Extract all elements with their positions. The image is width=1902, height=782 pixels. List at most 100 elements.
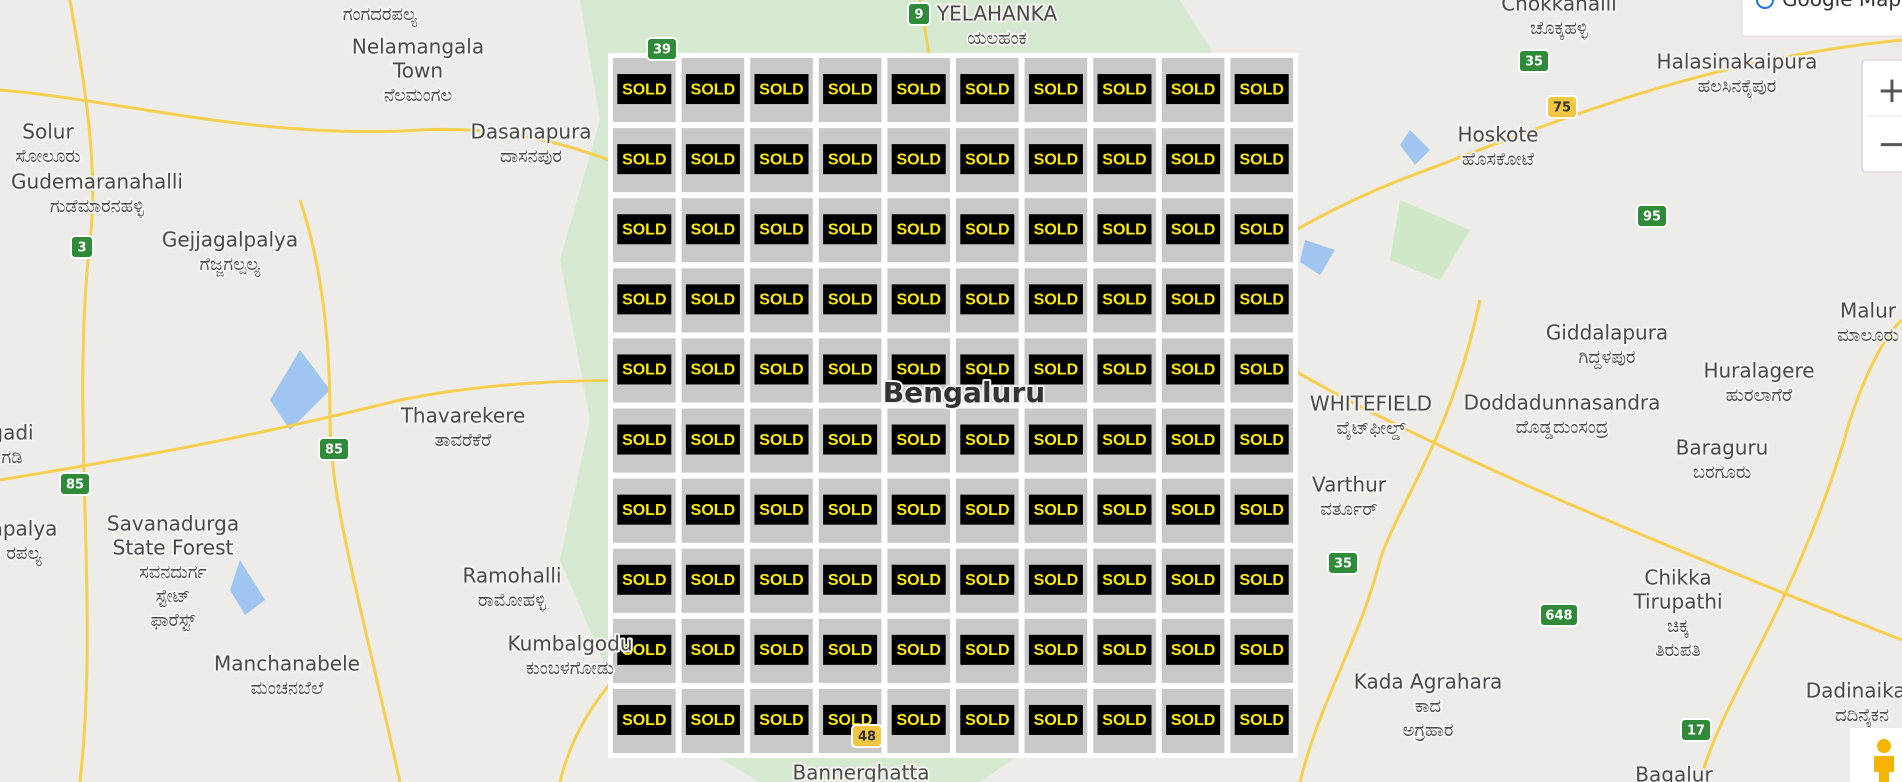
sold-badge[interactable] (685, 424, 740, 455)
sold-label[interactable]: SOLD (1171, 502, 1215, 519)
sold-label[interactable]: SOLD (828, 432, 872, 449)
sold-badge[interactable] (1097, 74, 1152, 105)
sold-label[interactable]: SOLD (1102, 292, 1146, 309)
sold-label[interactable]: SOLD (896, 221, 940, 238)
sold-label[interactable]: SOLD (1171, 151, 1215, 168)
sold-badge[interactable] (823, 494, 878, 525)
sold-badge[interactable] (891, 284, 946, 315)
sold-badge[interactable] (754, 634, 809, 665)
sold-badge[interactable] (1097, 144, 1152, 175)
sold-badge[interactable] (1166, 424, 1221, 455)
street-view-pegman[interactable] (1850, 728, 1902, 782)
sold-badge[interactable] (1097, 494, 1152, 525)
sold-label[interactable]: SOLD (1239, 502, 1283, 519)
sold-badge[interactable] (960, 144, 1015, 175)
sold-label[interactable]: SOLD (1239, 432, 1283, 449)
sold-label[interactable]: SOLD (1102, 151, 1146, 168)
sold-badge[interactable] (1028, 354, 1083, 385)
sold-badge[interactable] (617, 144, 672, 175)
sold-label[interactable]: SOLD (828, 362, 872, 379)
sold-label[interactable]: SOLD (691, 81, 735, 98)
sold-label[interactable]: SOLD (1102, 362, 1146, 379)
sold-label[interactable]: SOLD (1102, 502, 1146, 519)
map-type-control[interactable]: Google Maps (1741, 0, 1902, 37)
sold-label[interactable]: SOLD (1034, 572, 1078, 589)
sold-badge[interactable] (960, 494, 1015, 525)
sold-badge[interactable] (685, 214, 740, 245)
sold-label[interactable]: SOLD (1171, 642, 1215, 659)
sold-badge[interactable] (891, 214, 946, 245)
map-type-label[interactable]: Google Maps (1782, 0, 1902, 11)
sold-badge[interactable] (754, 74, 809, 105)
sold-label[interactable]: SOLD (896, 712, 940, 729)
sold-label[interactable]: SOLD (1034, 292, 1078, 309)
sold-label[interactable]: SOLD (828, 502, 872, 519)
sold-label[interactable]: SOLD (965, 642, 1009, 659)
sold-label[interactable]: SOLD (1034, 221, 1078, 238)
sold-badge[interactable] (617, 494, 672, 525)
sold-label[interactable]: SOLD (965, 432, 1009, 449)
sold-label[interactable]: SOLD (1239, 712, 1283, 729)
sold-badge[interactable] (823, 284, 878, 315)
sold-label[interactable]: SOLD (896, 81, 940, 98)
sold-label[interactable]: SOLD (1034, 432, 1078, 449)
sold-label[interactable]: SOLD (1102, 432, 1146, 449)
sold-badge[interactable] (1234, 354, 1289, 385)
sold-label[interactable]: SOLD (1171, 292, 1215, 309)
sold-badge[interactable] (960, 74, 1015, 105)
sold-badge[interactable] (754, 704, 809, 735)
sold-badge[interactable] (823, 354, 878, 385)
sold-label[interactable]: SOLD (1239, 642, 1283, 659)
sold-badge[interactable] (1097, 424, 1152, 455)
sold-badge[interactable] (1166, 284, 1221, 315)
sold-label[interactable]: SOLD (965, 151, 1009, 168)
sold-badge[interactable] (1166, 704, 1221, 735)
sold-badge[interactable] (1166, 564, 1221, 595)
sold-badge[interactable] (685, 74, 740, 105)
sold-label[interactable]: SOLD (965, 362, 1009, 379)
sold-label[interactable]: SOLD (965, 502, 1009, 519)
zoom-control[interactable]: + − (1861, 59, 1902, 173)
sold-badge[interactable] (754, 144, 809, 175)
sold-badge[interactable] (891, 424, 946, 455)
sold-badge[interactable] (1234, 74, 1289, 105)
sold-label[interactable]: SOLD (1239, 81, 1283, 98)
sold-badge[interactable] (1166, 634, 1221, 665)
sold-label[interactable]: SOLD (965, 81, 1009, 98)
sold-badge[interactable] (1028, 494, 1083, 525)
sold-label[interactable]: SOLD (622, 712, 666, 729)
sold-label[interactable]: SOLD (622, 572, 666, 589)
sold-badge[interactable] (891, 354, 946, 385)
sold-label[interactable]: SOLD (965, 572, 1009, 589)
sold-badge[interactable] (1234, 284, 1289, 315)
sold-label[interactable]: SOLD (622, 221, 666, 238)
sold-badge[interactable] (617, 634, 672, 665)
sold-badge[interactable] (685, 704, 740, 735)
sold-label[interactable]: SOLD (759, 712, 803, 729)
sold-badge[interactable] (960, 354, 1015, 385)
sold-label[interactable]: SOLD (622, 151, 666, 168)
sold-badge[interactable] (1234, 494, 1289, 525)
sold-label[interactable]: SOLD (896, 502, 940, 519)
sold-label[interactable]: SOLD (1102, 221, 1146, 238)
sold-label[interactable]: SOLD (1171, 81, 1215, 98)
sold-badge[interactable] (960, 634, 1015, 665)
sold-badge[interactable] (685, 144, 740, 175)
sold-label[interactable]: SOLD (691, 432, 735, 449)
sold-badge[interactable] (823, 144, 878, 175)
sold-badge[interactable] (685, 354, 740, 385)
sold-label[interactable]: SOLD (691, 572, 735, 589)
sold-badge[interactable] (1097, 704, 1152, 735)
sold-badge[interactable] (1234, 144, 1289, 175)
sold-badge[interactable] (617, 284, 672, 315)
sold-badge[interactable] (1028, 284, 1083, 315)
sold-label[interactable]: SOLD (1239, 292, 1283, 309)
sold-label[interactable]: SOLD (1239, 221, 1283, 238)
sold-label[interactable]: SOLD (759, 502, 803, 519)
sold-badge[interactable] (1166, 74, 1221, 105)
sold-badge[interactable] (617, 564, 672, 595)
sold-label[interactable]: SOLD (1102, 642, 1146, 659)
sold-badge[interactable] (891, 144, 946, 175)
sold-badge[interactable] (617, 74, 672, 105)
sold-label[interactable]: SOLD (759, 432, 803, 449)
